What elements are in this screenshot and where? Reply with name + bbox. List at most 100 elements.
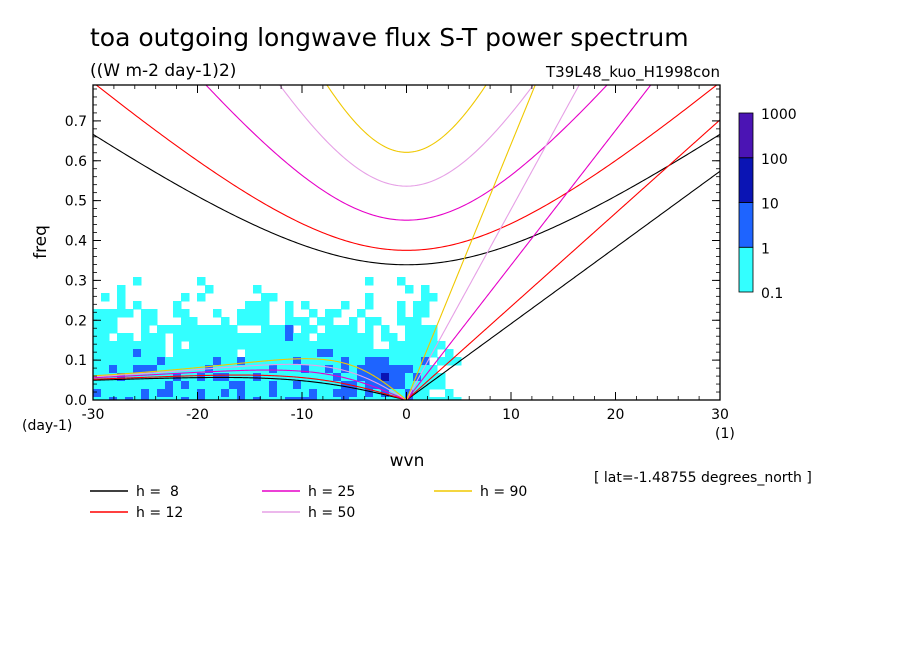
spectrum-cell — [149, 333, 158, 342]
spectrum-cell — [269, 325, 278, 334]
colorbar-swatch — [738, 112, 754, 159]
x-tick-label: 0 — [402, 407, 411, 423]
spectrum-cell — [421, 381, 430, 390]
spectrum-cell — [109, 365, 118, 374]
spectrum-cell — [205, 357, 214, 366]
spectrum-cell — [117, 333, 126, 342]
spectrum-cell — [309, 357, 318, 366]
spectrum-cell — [389, 357, 398, 366]
spectrum-cell — [221, 389, 230, 398]
spectrum-cell — [237, 389, 246, 398]
spectrum-cell — [213, 389, 222, 398]
spectrum-cell — [253, 365, 262, 374]
spectrum-cell — [309, 325, 318, 334]
dispersion-curve-kelvin-h12 — [406, 119, 720, 400]
spectrum-cell — [325, 309, 334, 318]
spectrum-cell — [189, 357, 198, 366]
spectrum-cell — [413, 357, 422, 366]
location-label: [ lat=-1.48755 degrees_north ] — [594, 470, 812, 486]
spectrum-cell — [213, 357, 222, 366]
spectrum-cell — [413, 301, 422, 310]
spectrum-cell — [301, 301, 310, 310]
spectrum-cell — [149, 389, 158, 398]
spectrum-cell — [181, 389, 190, 398]
spectrum-cell — [133, 301, 142, 310]
spectrum-cell — [181, 333, 190, 342]
y-axis: 0.0 0.1 0.2 0.3 0.4 0.5 0.6 0.7 — [65, 88, 720, 409]
spectrum-cell — [405, 349, 414, 358]
spectrum-cell — [221, 317, 230, 326]
spectrum-cell — [205, 397, 214, 400]
spectrum-field — [93, 277, 462, 400]
spectrum-cell — [341, 357, 350, 366]
spectrum-cell — [157, 357, 166, 366]
spectrum-cell — [413, 333, 422, 342]
y-tick-label: 0.1 — [65, 353, 87, 369]
spectrum-cell — [445, 389, 454, 398]
spectrum-cell — [189, 317, 198, 326]
spectrum-cell — [157, 381, 166, 390]
spectrum-cell — [397, 301, 406, 310]
spectrum-cell — [341, 341, 350, 350]
spectrum-cell — [413, 309, 422, 318]
spectrum-cell — [317, 349, 326, 358]
spectrum-cell — [213, 325, 222, 334]
dispersion-curve-kelvin-h50 — [406, 85, 580, 400]
spectrum-cell — [269, 357, 278, 366]
spectrum-cell — [365, 365, 374, 374]
spectrum-cell — [165, 357, 174, 366]
spectrum-cell — [125, 349, 134, 358]
spectrum-cell — [333, 397, 342, 400]
spectrum-cell — [109, 349, 118, 358]
spectrum-cell — [133, 381, 142, 390]
y-tick-label: 0.5 — [65, 194, 87, 210]
spectrum-cell — [149, 341, 158, 350]
spectrum-cell — [237, 357, 246, 366]
spectrum-cell — [293, 317, 302, 326]
spectrum-cell — [117, 357, 126, 366]
spectrum-cell — [213, 309, 222, 318]
spectrum-cell — [109, 325, 118, 334]
dispersion-curve-ig-h50 — [279, 85, 534, 187]
spectrum-cell — [277, 325, 286, 334]
spectrum-cell — [109, 317, 118, 326]
spectrum-cell — [269, 293, 278, 302]
spectrum-cell — [317, 333, 326, 342]
spectrum-cell — [373, 365, 382, 374]
colorbar-swatch — [738, 246, 754, 293]
spectrum-cell — [245, 397, 254, 400]
spectrum-cell — [93, 341, 102, 350]
spectrum-cell — [245, 341, 254, 350]
spectrum-cell — [405, 325, 414, 334]
spectrum-cell — [157, 365, 166, 374]
spectrum-cell — [269, 341, 278, 350]
spectrum-cell — [397, 381, 406, 390]
spectrum-cell — [125, 381, 134, 390]
spectrum-cell — [285, 349, 294, 358]
spectrum-cell — [437, 373, 446, 382]
dispersion-curve-ig-h25 — [205, 85, 608, 221]
spectrum-cell — [357, 357, 366, 366]
spectrum-cell — [189, 389, 198, 398]
spectrum-cell — [309, 365, 318, 374]
spectrum-cell — [413, 373, 422, 382]
spectrum-cell — [357, 397, 366, 400]
spectrum-cell — [221, 349, 230, 358]
spectrum-cell — [357, 373, 366, 382]
spectrum-cell — [429, 381, 438, 390]
spectrum-cell — [421, 357, 430, 366]
spectrum-cell — [221, 397, 230, 400]
dispersion-curve-kelvin-h90 — [405, 85, 536, 400]
spectrum-cell — [117, 293, 126, 302]
spectrum-cell — [349, 389, 358, 398]
spectrum-cell — [101, 365, 110, 374]
spectrum-cell — [397, 317, 406, 326]
colorbar-level-label: 1000 — [761, 107, 797, 123]
colorbar-swatch — [738, 157, 754, 203]
spectrum-cell — [437, 381, 446, 390]
x-tick-label: 30 — [711, 407, 729, 423]
spectrum-cell — [229, 325, 238, 334]
spectrum-cell — [341, 373, 350, 382]
spectrum-cell — [109, 397, 118, 400]
spectrum-cell — [173, 301, 182, 310]
